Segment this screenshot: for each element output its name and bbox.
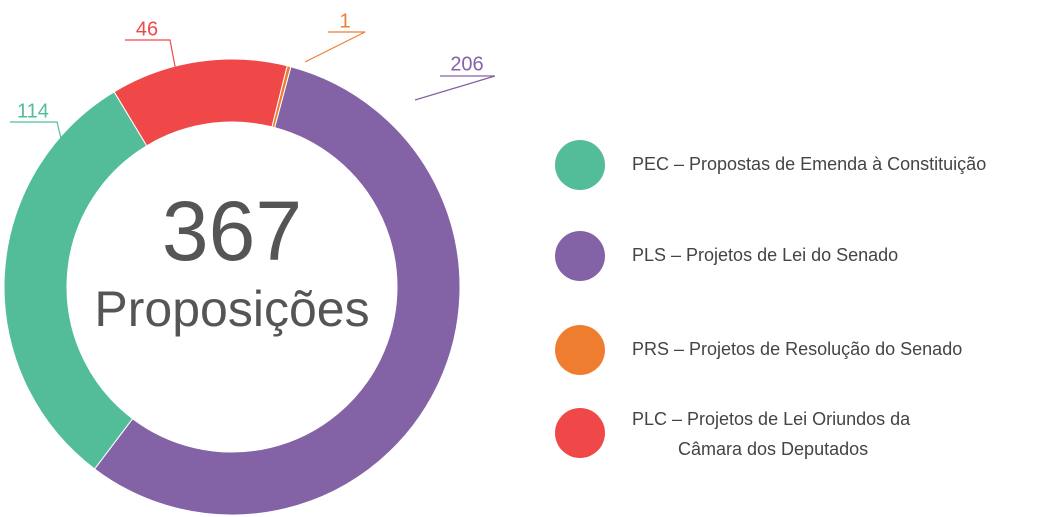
leader-line [125,39,179,83]
legend-line: Câmara dos Deputados [678,439,868,459]
slice [93,66,461,516]
legend-label: PRS – Projetos de Resolução do Senado [632,339,962,359]
legend-swatch [555,408,605,458]
slice [113,58,288,147]
leader-line [10,121,71,176]
center-total: 367 [162,184,302,278]
legend-label: PLC – Projetos de Lei Oriundos da Câmara … [632,409,911,459]
legend-line: PLC – Projetos de Lei Oriundos da [632,409,911,429]
leader-line [414,75,496,101]
data-label: 206 [450,53,483,75]
legend-swatch [555,231,605,281]
legend-swatch [555,325,605,375]
data-label: 1 [339,10,350,32]
legend-swatch [555,140,605,190]
data-label: 114 [17,100,49,122]
slice [3,91,148,470]
legend-label: PLS – Projetos de Lei do Senado [632,245,898,265]
leader-line [304,31,366,63]
legend-label: PEC – Propostas de Emenda à Constituição [632,154,986,174]
data-label: 46 [136,18,158,40]
center-label: Proposições [94,281,369,337]
